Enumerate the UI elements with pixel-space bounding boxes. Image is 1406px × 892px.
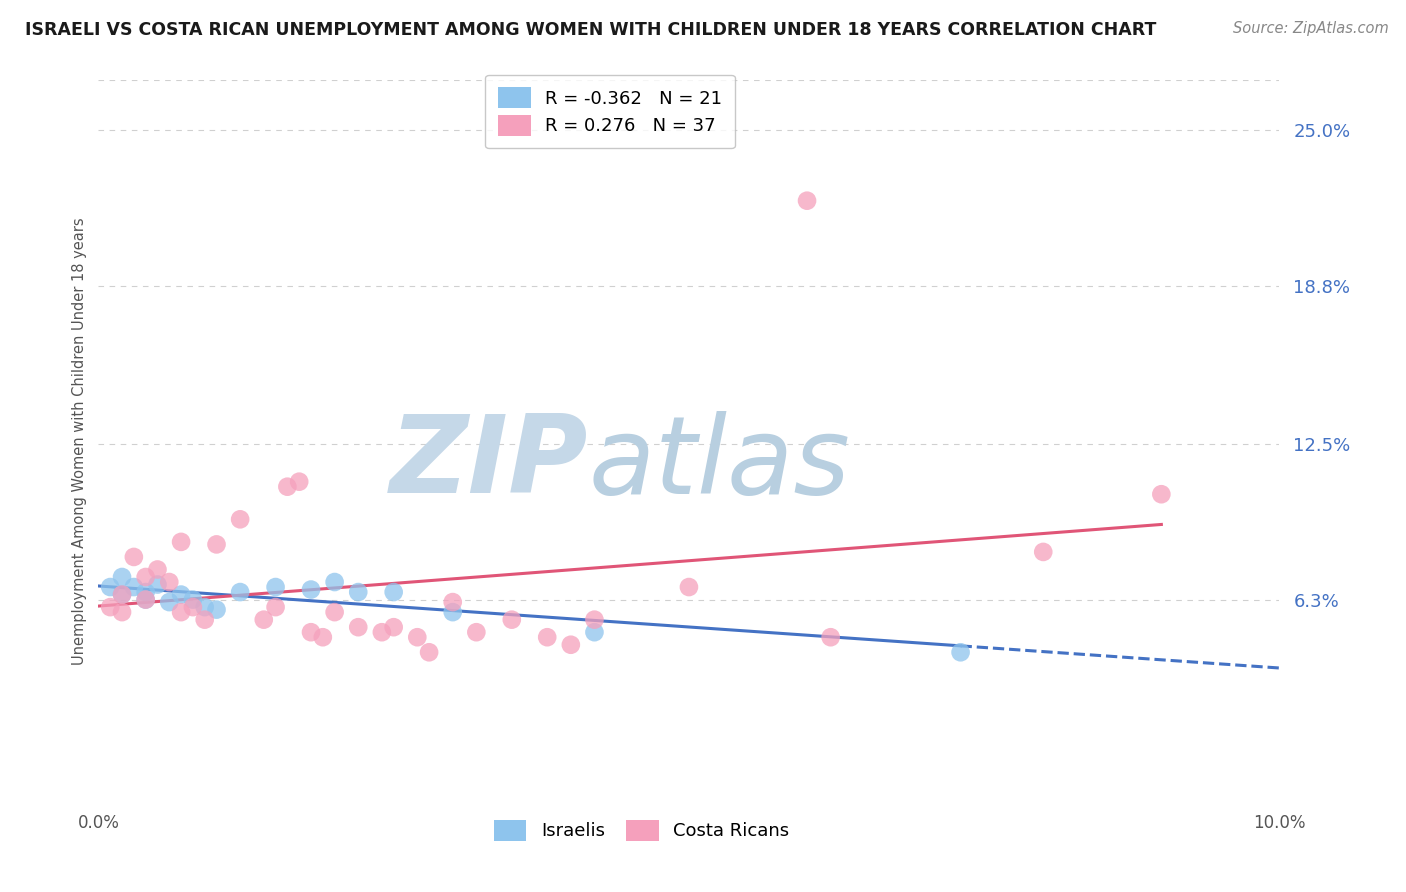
- Point: [122, 549, 145, 564]
- Point: [276, 480, 298, 494]
- Point: [122, 580, 145, 594]
- Point: [98, 600, 121, 615]
- Text: atlas: atlas: [589, 410, 851, 516]
- Point: [135, 592, 157, 607]
- Point: [157, 575, 180, 590]
- Point: [323, 575, 346, 590]
- Legend: Israelis, Costa Ricans: Israelis, Costa Ricans: [486, 813, 797, 848]
- Point: [371, 625, 394, 640]
- Point: [583, 613, 606, 627]
- Point: [253, 613, 276, 627]
- Point: [560, 638, 582, 652]
- Point: [135, 592, 157, 607]
- Point: [111, 605, 134, 619]
- Point: [312, 630, 335, 644]
- Point: [536, 630, 558, 644]
- Point: [299, 582, 322, 597]
- Point: [583, 625, 606, 640]
- Point: [229, 585, 252, 599]
- Point: [264, 580, 287, 594]
- Point: [347, 620, 370, 634]
- Point: [229, 512, 252, 526]
- Text: ISRAELI VS COSTA RICAN UNEMPLOYMENT AMONG WOMEN WITH CHILDREN UNDER 18 YEARS COR: ISRAELI VS COSTA RICAN UNEMPLOYMENT AMON…: [25, 21, 1157, 39]
- Point: [205, 602, 228, 616]
- Point: [418, 645, 440, 659]
- Y-axis label: Unemployment Among Women with Children Under 18 years: Unemployment Among Women with Children U…: [72, 218, 87, 665]
- Point: [98, 580, 121, 594]
- Point: [264, 600, 287, 615]
- Point: [1032, 545, 1054, 559]
- Point: [111, 570, 134, 584]
- Point: [382, 620, 405, 634]
- Point: [170, 605, 193, 619]
- Point: [323, 605, 346, 619]
- Point: [501, 613, 523, 627]
- Point: [441, 605, 464, 619]
- Point: [170, 588, 193, 602]
- Point: [181, 592, 204, 607]
- Point: [146, 577, 169, 591]
- Point: [949, 645, 972, 659]
- Point: [111, 588, 134, 602]
- Point: [1150, 487, 1173, 501]
- Text: ZIP: ZIP: [391, 410, 589, 516]
- Point: [181, 600, 204, 615]
- Point: [678, 580, 700, 594]
- Point: [796, 194, 818, 208]
- Point: [111, 588, 134, 602]
- Point: [146, 562, 169, 576]
- Point: [406, 630, 429, 644]
- Point: [194, 600, 217, 615]
- Point: [135, 570, 157, 584]
- Point: [820, 630, 842, 644]
- Point: [194, 613, 217, 627]
- Point: [347, 585, 370, 599]
- Point: [170, 535, 193, 549]
- Text: Source: ZipAtlas.com: Source: ZipAtlas.com: [1233, 21, 1389, 37]
- Point: [288, 475, 311, 489]
- Point: [157, 595, 180, 609]
- Point: [135, 585, 157, 599]
- Point: [441, 595, 464, 609]
- Point: [382, 585, 405, 599]
- Point: [465, 625, 488, 640]
- Point: [299, 625, 322, 640]
- Point: [205, 537, 228, 551]
